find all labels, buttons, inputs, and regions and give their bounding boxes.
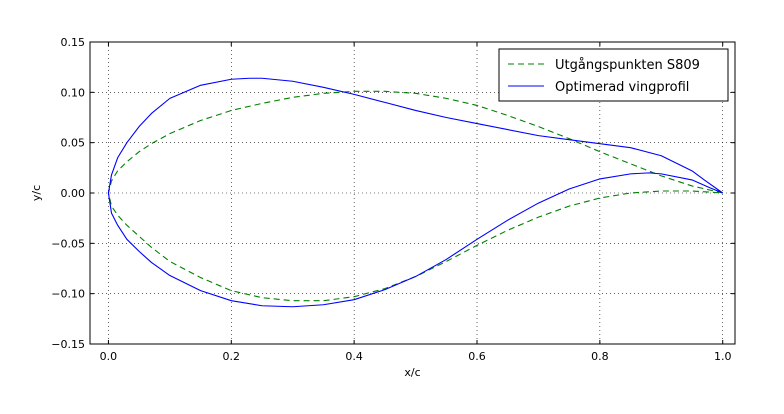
x-tick-label: 1.0: [714, 350, 732, 363]
x-axis-label: x/c: [404, 366, 420, 379]
y-tick-label: 0.10: [61, 86, 86, 99]
y-tick-label: −0.15: [51, 338, 85, 351]
y-tick-label: 0.05: [61, 137, 86, 150]
ticks: 0.0 0.2 0.4 0.6 0.8 1.0 −0.15 −0.10 −0.05 0.00 0.0…: [51, 36, 735, 363]
y-tick-label: −0.05: [51, 237, 85, 250]
y-tick-label: 0.00: [61, 187, 86, 200]
series-line-0: [107, 90, 723, 302]
y-axis-label: y/c: [30, 185, 43, 201]
series-layer: [107, 77, 724, 308]
x-tick-label: 0.2: [223, 350, 241, 363]
x-tick-label: 0.4: [345, 350, 363, 363]
legend-box: [498, 48, 729, 102]
y-tick-label: −0.10: [51, 288, 85, 301]
legend-label-s809: Utgångspunkten S809: [555, 58, 700, 73]
legend: Utgångspunkten S809 Optimerad vingprofil: [498, 48, 729, 102]
x-tick-label: 0.0: [100, 350, 118, 363]
y-tick-label: 0.15: [61, 36, 86, 49]
x-tick-label: 0.6: [468, 350, 486, 363]
x-tick-label: 0.8: [591, 350, 609, 363]
series-line-1: [107, 77, 724, 308]
legend-label-optimized: Optimerad vingprofil: [555, 80, 689, 95]
